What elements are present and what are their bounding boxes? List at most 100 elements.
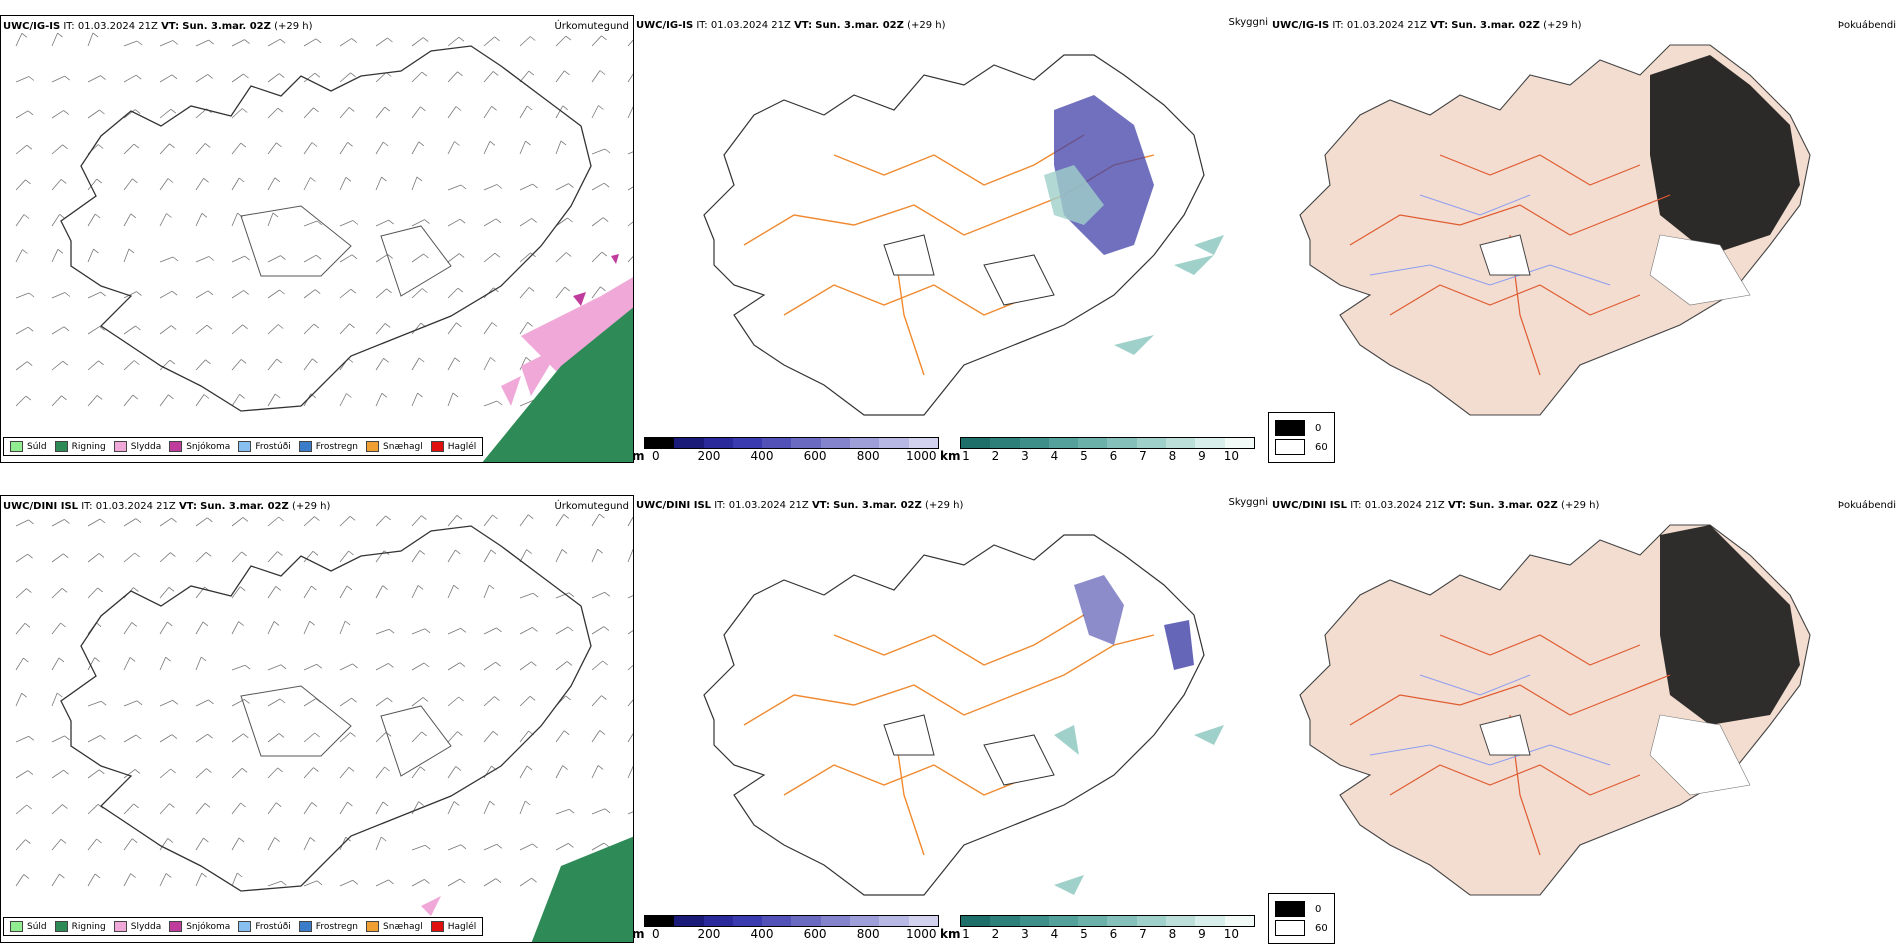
wind-barb — [627, 73, 633, 83]
wind-barb — [267, 393, 276, 407]
wind-barb-flag — [277, 767, 283, 773]
tick-label: 8 — [1168, 927, 1177, 941]
legend-item: Rigning — [54, 441, 106, 452]
wind-barb-flag — [565, 35, 572, 41]
wind-barb — [411, 357, 420, 371]
wind-barb-flag — [347, 801, 353, 807]
wind-barb — [15, 361, 28, 371]
wind-barb — [483, 184, 498, 191]
wind-barb — [87, 873, 96, 887]
fog-panel-2: UWC/DINI ISL IT: 01.03.2024 21Z VT: Sun.… — [1270, 495, 1900, 945]
wind-barb-flag — [352, 220, 359, 225]
wind-barb-flag — [208, 256, 215, 261]
wind-barb — [483, 843, 497, 851]
wind-barb — [627, 733, 633, 743]
wind-barb — [51, 75, 65, 83]
wind-barb — [447, 184, 462, 191]
wind-barb-flag — [130, 873, 136, 878]
wind-barb-flag — [99, 518, 106, 524]
wind-barb — [627, 151, 633, 155]
cloud-base-colorbar: m 0 200 400 600 800 1000 — [634, 915, 939, 941]
wind-barb-flag — [170, 768, 176, 774]
wind-barb-flag — [203, 394, 210, 399]
wind-barb-flag — [92, 32, 99, 38]
wind-barb — [303, 289, 316, 299]
wind-barb-flag — [350, 72, 356, 78]
wind-barb-flag — [244, 699, 250, 704]
wind-barb-flag — [94, 213, 101, 219]
wind-barb — [159, 74, 173, 83]
wind-barb-flag — [136, 291, 142, 296]
wind-barb-flag — [527, 514, 534, 520]
wind-barb — [159, 699, 173, 707]
wind-barb-flag — [312, 358, 318, 364]
wind-barb-flag — [168, 586, 175, 592]
wind-barb — [51, 622, 61, 635]
wind-barb-flag — [275, 802, 282, 808]
wind-barb — [51, 326, 65, 335]
wind-barb-flag — [601, 251, 608, 257]
wind-barb-flag — [94, 657, 100, 662]
iceland-outline — [60, 525, 592, 892]
wind-barb-flag — [96, 178, 103, 184]
wind-barb — [411, 879, 425, 887]
wind-barb — [159, 290, 173, 299]
wind-barb — [375, 72, 387, 83]
wind-barb-flag — [457, 731, 463, 736]
wind-barb — [591, 549, 599, 563]
tick-label: 9 — [1198, 449, 1206, 463]
legend-item: Frostúði — [238, 921, 291, 932]
wind-barb — [303, 38, 317, 47]
wind-barb — [195, 803, 206, 815]
wind-barb — [375, 393, 383, 407]
wind-barb — [159, 657, 167, 671]
wind-barb — [447, 218, 461, 227]
wind-barb-flag — [419, 550, 426, 555]
wind-barb-flag — [207, 517, 213, 523]
wind-barb — [591, 182, 605, 191]
wind-barb — [123, 291, 137, 299]
tick-label: 1000 — [906, 449, 937, 463]
wind-barb-flag — [313, 323, 320, 329]
wind-barb — [483, 801, 491, 815]
wind-barb-flag — [27, 110, 34, 116]
wind-barb — [375, 663, 389, 671]
wind-barb — [267, 621, 275, 635]
wind-barb-flag — [314, 72, 321, 78]
wind-barb-flag — [315, 698, 322, 703]
wind-barb-flag — [28, 76, 35, 81]
wind-barb-flag — [26, 361, 33, 366]
wind-barb-flag — [171, 74, 178, 80]
wind-barb — [231, 324, 243, 335]
wind-barb-flag — [132, 394, 139, 400]
legend-item: Snjókoma — [169, 441, 230, 452]
tick-label: 4 — [1050, 449, 1059, 463]
wind-barb — [303, 767, 314, 779]
wind-barb-flag — [278, 516, 284, 522]
wind-barb-flag — [311, 142, 318, 147]
wind-barb-flag — [418, 801, 424, 806]
wind-barb-flag — [423, 253, 429, 259]
wind-barb — [375, 288, 387, 299]
wind-barb-flag — [242, 517, 249, 522]
wind-barb — [195, 256, 210, 263]
wind-barb-flag — [24, 622, 31, 628]
wind-barb-flag — [316, 663, 323, 669]
wind-barb-flag — [96, 395, 103, 400]
wind-barb-flag — [312, 550, 319, 556]
wind-barb-flag — [459, 878, 466, 884]
wind-barb — [15, 553, 28, 563]
wind-barb — [231, 177, 240, 191]
wind-barb — [15, 179, 26, 191]
tick-label: 800 — [856, 449, 880, 463]
wind-barb-flag — [95, 622, 102, 628]
wind-barb-flag — [240, 359, 247, 364]
wind-barb-flag — [135, 518, 142, 523]
wind-barb — [303, 621, 311, 635]
wind-barb-flag — [64, 519, 70, 524]
wind-barb — [375, 879, 389, 887]
wind-barb-flag — [562, 105, 569, 111]
wind-barb-flag — [568, 592, 575, 598]
wind-barb-flag — [348, 766, 355, 772]
precip-map-1 — [15, 32, 633, 462]
